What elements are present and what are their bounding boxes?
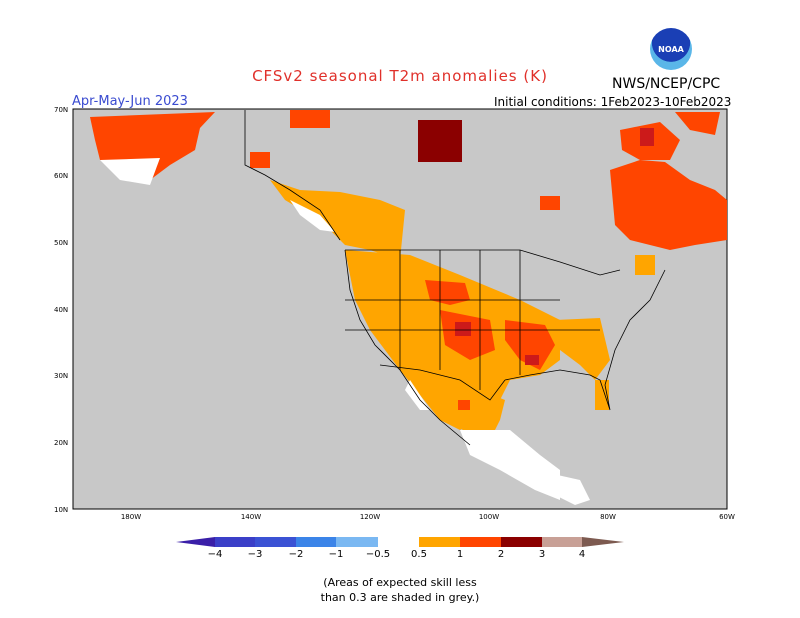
lon-label: 80W — [600, 513, 616, 521]
colorado-darkred — [455, 322, 471, 336]
anomaly-patches — [90, 110, 727, 505]
lon-label: 180W — [121, 513, 141, 521]
hudson-anomaly — [540, 196, 560, 210]
season-label: Apr-May-Jun 2023 — [72, 94, 188, 109]
colorbar-label: −2 — [289, 549, 304, 560]
lon-label: 140W — [241, 513, 261, 521]
mexico-red — [458, 400, 470, 410]
lat-label: 30N — [54, 372, 68, 380]
alaska-coast — [244, 110, 341, 241]
us-mexico-border — [379, 364, 506, 401]
boundaries — [244, 110, 666, 446]
arctic-anomaly — [290, 110, 330, 128]
lon-label: 100W — [479, 513, 499, 521]
colorbar-low-arrow — [176, 537, 215, 547]
lon-label: 120W — [360, 513, 380, 521]
southeast-anomaly — [555, 318, 610, 380]
colorbar-segment — [542, 537, 582, 547]
canada-north-dark — [418, 120, 462, 162]
greenland-anomaly — [675, 112, 720, 135]
colorbar-high-arrow — [582, 537, 624, 547]
colorbar-label: 1 — [457, 549, 463, 560]
lat-label: 70N — [54, 106, 68, 114]
colorbar-segment — [215, 537, 255, 547]
colorbar-label: −4 — [208, 549, 223, 560]
lat-label: 20N — [54, 439, 68, 447]
colorbar-label: −1 — [329, 549, 344, 560]
colorbar-label: 3 — [539, 549, 545, 560]
initial-conditions-label: Initial conditions: 1Feb2023-10Feb2023 — [494, 95, 732, 109]
colorbar-segment — [336, 537, 378, 547]
lat-label: 10N — [54, 506, 68, 514]
colorbar-label: 4 — [579, 549, 585, 560]
quebec-anomaly — [610, 160, 727, 250]
colorbar-segment — [255, 537, 296, 547]
maritimes-anomaly — [635, 255, 655, 275]
skill-note-line2: than 0.3 are shaded in grey.) — [320, 591, 480, 604]
lon-label: 60W — [719, 513, 735, 521]
gulf-atlantic-coast — [504, 269, 666, 411]
central-america-white — [535, 470, 590, 505]
colorbar-label: −3 — [248, 549, 263, 560]
colorbar-segment — [378, 537, 419, 547]
mexico-white — [460, 430, 560, 500]
colorbar-label: 2 — [498, 549, 504, 560]
bc-white — [290, 200, 335, 232]
bc-anomaly — [270, 180, 405, 260]
wyoming-red — [425, 280, 470, 305]
colorbar-segment — [460, 537, 501, 547]
pacific-coast — [344, 249, 471, 446]
colorbar-label: −0.5 — [366, 549, 390, 560]
skill-note: (Areas of expected skill less than 0.3 a… — [0, 575, 800, 605]
plains-red — [505, 320, 555, 370]
colorbar-segment — [501, 537, 542, 547]
colorbar-segment — [419, 537, 460, 547]
us-canada-border — [345, 249, 621, 276]
colorbar-label: 0.5 — [411, 549, 427, 560]
lat-label: 50N — [54, 239, 68, 247]
baffin-darkred — [640, 128, 654, 146]
lat-label: 40N — [54, 306, 68, 314]
alaska-white — [100, 158, 160, 185]
colorbar-segment — [296, 537, 336, 547]
louisiana-darkred — [525, 355, 539, 365]
skill-note-line1: (Areas of expected skill less — [323, 576, 477, 589]
agency-label: NWS/NCEP/CPC — [612, 76, 721, 92]
lat-label: 60N — [54, 172, 68, 180]
noaa-logo: NOAA — [650, 28, 692, 70]
yukon-anomaly — [250, 152, 270, 168]
map-title: CFSv2 seasonal T2m anomalies (K) — [252, 67, 548, 85]
logo-text: NOAA — [658, 44, 684, 54]
